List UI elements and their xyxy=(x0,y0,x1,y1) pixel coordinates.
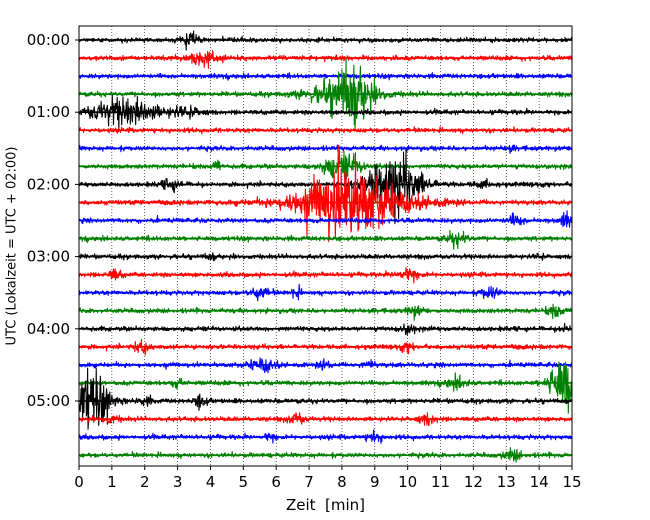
x-tick-label: 3 xyxy=(173,473,183,491)
vertical-grid xyxy=(111,26,540,466)
x-tick-label: 12 xyxy=(464,473,483,491)
y-tick-label: 04:00 xyxy=(27,320,70,338)
x-tick-label: 2 xyxy=(140,473,150,491)
x-tick-label: 15 xyxy=(562,473,581,491)
y-tick-label: 01:00 xyxy=(27,103,70,121)
x-tick-label: 9 xyxy=(370,473,380,491)
x-tick-label: 10 xyxy=(398,473,417,491)
trace-group xyxy=(79,30,572,463)
plot-frame xyxy=(78,25,573,467)
x-tick-label: 11 xyxy=(431,473,450,491)
y-tick-label: 02:00 xyxy=(27,175,70,193)
x-tick-label: 1 xyxy=(107,473,117,491)
x-tick-label: 5 xyxy=(239,473,249,491)
x-tick-label: 6 xyxy=(271,473,281,491)
x-axis-ticks: 0 1 2 3 4 5 6 7 8 9 10 11 12 13 14 15 xyxy=(74,466,582,491)
x-tick-label: 8 xyxy=(337,473,347,491)
y-tick-label: 05:00 xyxy=(27,392,70,410)
x-tick-label: 4 xyxy=(206,473,216,491)
y-axis-ticks: 00:00 01:00 02:00 03:00 04:00 05:00 xyxy=(27,31,79,410)
x-tick-label: 14 xyxy=(530,473,549,491)
x-axis-label: Zeit [min] xyxy=(286,496,365,514)
x-tick-label: 13 xyxy=(497,473,516,491)
y-tick-label: 00:00 xyxy=(27,31,70,49)
y-axis-label: UTC (Lokalzeit = UTC + 02:00) xyxy=(5,147,20,346)
y-tick-label: 03:00 xyxy=(27,248,70,266)
x-tick-label: 0 xyxy=(74,473,84,491)
x-tick-label: 7 xyxy=(304,473,314,491)
